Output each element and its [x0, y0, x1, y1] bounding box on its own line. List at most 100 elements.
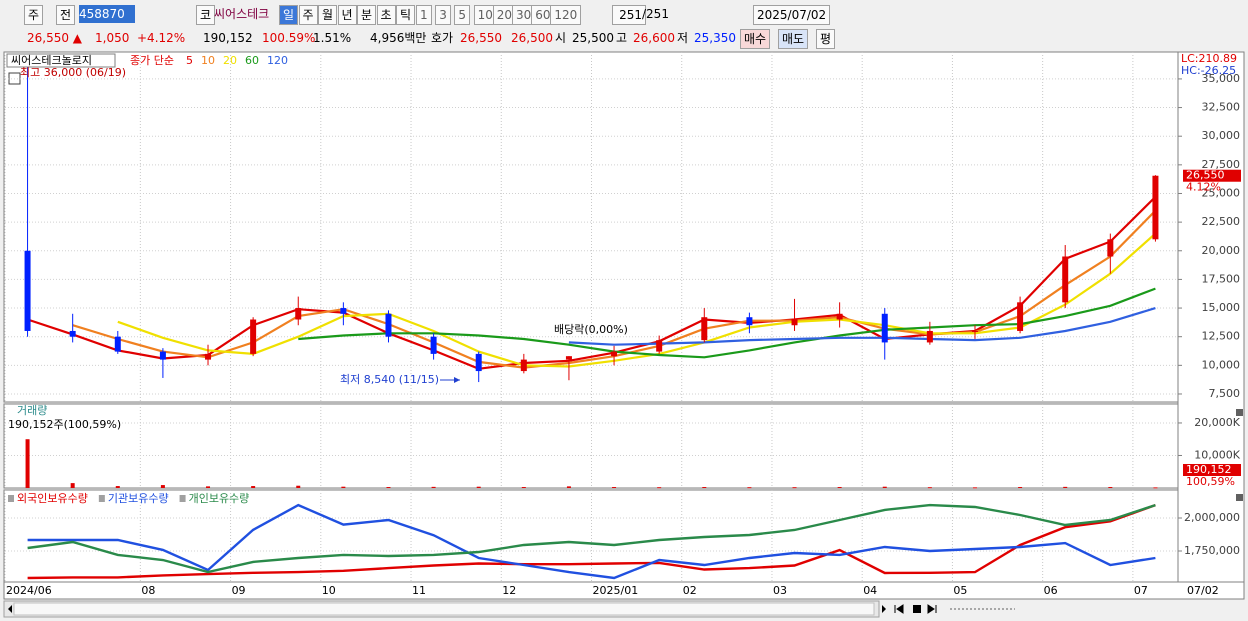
scroll-right[interactable] — [882, 605, 886, 613]
volume-bar — [251, 486, 256, 488]
y-tick-label: 22,500 — [1202, 215, 1241, 228]
volume-bar — [1153, 487, 1158, 489]
annotation: 최고 36,000 (06/19) — [20, 66, 126, 79]
candle-body — [114, 336, 121, 352]
quote-volume-ratio: 100.59% — [262, 31, 316, 45]
panel-close[interactable] — [1236, 409, 1243, 416]
count-input[interactable]: 251 — [612, 5, 646, 25]
quote-price: 26,550 ▲ — [27, 31, 83, 45]
candle-body — [746, 317, 753, 326]
candle-body — [701, 317, 708, 341]
last-price-box — [1183, 169, 1241, 182]
period-button[interactable]: 주 — [298, 5, 318, 25]
scroll-thumb[interactable] — [13, 602, 875, 616]
sell-button[interactable]: 매도 — [778, 29, 809, 49]
interval-button[interactable]: 60 — [531, 5, 555, 25]
y-tick-label: 20,000 — [1202, 244, 1241, 257]
candle-body — [971, 330, 978, 332]
quote-label: 고 — [616, 31, 628, 45]
title-box — [6, 53, 116, 68]
candle-body — [1062, 256, 1069, 303]
volume-bar — [1063, 486, 1068, 488]
candle-body — [926, 330, 933, 343]
holding-line — [27, 503, 1156, 580]
legend-swatch — [8, 495, 14, 502]
volume-bar — [882, 486, 887, 488]
legend-label: 종가 단순 — [130, 54, 174, 67]
quote-open: 25,500 — [572, 31, 614, 45]
x-tick-label: 02 — [683, 584, 697, 597]
candle-body — [1152, 175, 1159, 240]
nav-last[interactable] — [927, 604, 937, 614]
volume-bar — [612, 487, 617, 489]
period-button[interactable]: 초 — [376, 5, 396, 25]
period-button[interactable]: 분 — [357, 5, 377, 25]
market-button[interactable]: 코 — [196, 5, 216, 25]
x-axis — [3, 581, 1245, 600]
period-button[interactable]: 년 — [337, 5, 357, 25]
volume-bar — [25, 439, 30, 488]
volume-bar — [341, 486, 346, 488]
nav-stop[interactable] — [913, 605, 921, 613]
panel-close[interactable] — [1236, 494, 1243, 501]
cursor-date: 07/02 — [1187, 584, 1219, 597]
period-button[interactable]: 일 — [279, 5, 299, 25]
quote-low: 25,350 — [694, 31, 736, 45]
volume-bar — [657, 487, 662, 489]
x-tick-label: 11 — [412, 584, 426, 597]
y-tick-label: 2,000,000 — [1184, 511, 1240, 524]
date-input[interactable]: 2025/07/02 — [753, 5, 831, 25]
y-tick-label: 10,000 — [1202, 358, 1241, 371]
interval-button[interactable]: 1 — [416, 5, 432, 25]
quote-label: 저 — [677, 31, 689, 45]
candle-body — [475, 353, 482, 372]
x-tick-label: 09 — [232, 584, 246, 597]
candle-body — [836, 313, 843, 320]
holding-line — [27, 503, 1156, 580]
prev-button[interactable]: 전 — [56, 5, 76, 25]
lc-label: LC:210.89 — [1181, 52, 1237, 65]
ma-line — [568, 307, 1156, 346]
period-button[interactable]: 월 — [318, 5, 338, 25]
x-tick-label: 08 — [141, 584, 155, 597]
interval-button[interactable]: 10 — [473, 5, 497, 25]
last-volume-ratio: 100,59% — [1186, 475, 1235, 488]
annotation: 최저 8,540 (11/15) — [340, 373, 439, 386]
code-input[interactable]: 458870 — [79, 5, 135, 23]
candle-body — [611, 351, 618, 357]
avg-button[interactable]: 평 — [816, 29, 836, 49]
stock-name[interactable]: 씨어스테크 — [214, 7, 270, 21]
quote-rate: +4.12% — [137, 31, 186, 45]
volume-bar — [521, 487, 526, 489]
volume-bar — [972, 487, 977, 489]
mode-select[interactable]: 주 — [24, 5, 44, 25]
x-tick-label: 2025/01 — [593, 584, 639, 597]
candle-body — [250, 319, 257, 354]
legend-entry: 10 — [201, 54, 215, 67]
y-tick-label: 10,000K — [1194, 448, 1240, 461]
interval-button[interactable]: 120 — [550, 5, 582, 25]
y-tick-label: 17,500 — [1202, 272, 1241, 285]
period-button[interactable]: 틱 — [396, 5, 416, 25]
quote-label: 시 — [555, 31, 567, 45]
buy-button[interactable]: 매수 — [740, 29, 771, 49]
y-tick-label: 20,000K — [1194, 416, 1240, 429]
nav-first[interactable] — [894, 604, 904, 614]
quote-bid: 26,500 — [511, 31, 553, 45]
quote-amount: 4,956백만 — [370, 31, 427, 45]
candle-body — [385, 313, 392, 337]
x-tick-label: 2024/06 — [6, 584, 52, 597]
scroll-left[interactable] — [8, 605, 12, 613]
quote-change: 1,050 — [95, 31, 130, 45]
x-tick-label: 05 — [953, 584, 967, 597]
interval-button[interactable]: 5 — [454, 5, 471, 25]
legend-entry: 60 — [245, 54, 259, 67]
interval-button[interactable]: 3 — [435, 5, 451, 25]
candle-body — [24, 250, 31, 331]
candle-body — [881, 313, 888, 343]
count-total: /251 — [642, 7, 669, 21]
hc-label: HC:-26.25 — [1181, 64, 1236, 77]
ma-line — [298, 287, 1156, 359]
